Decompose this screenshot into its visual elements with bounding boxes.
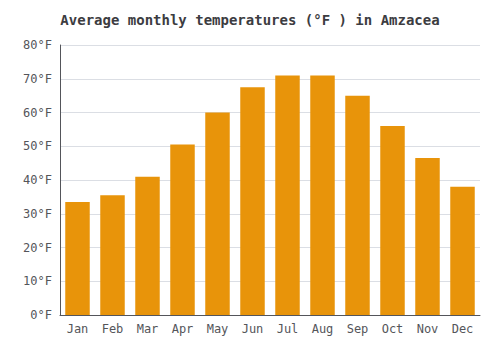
svg-text:Sep: Sep — [347, 322, 369, 336]
svg-text:70°F: 70°F — [23, 72, 52, 86]
svg-text:0°F: 0°F — [30, 308, 52, 322]
svg-text:Jun: Jun — [242, 322, 264, 336]
svg-text:20°F: 20°F — [23, 241, 52, 255]
svg-text:Aug: Aug — [312, 322, 334, 336]
svg-text:Apr: Apr — [172, 322, 194, 336]
svg-text:Jan: Jan — [67, 322, 89, 336]
svg-text:10°F: 10°F — [23, 274, 52, 288]
svg-text:Jul: Jul — [277, 322, 299, 336]
svg-text:Nov: Nov — [417, 322, 439, 336]
svg-text:30°F: 30°F — [23, 207, 52, 221]
svg-text:80°F: 80°F — [23, 38, 52, 52]
svg-text:60°F: 60°F — [23, 106, 52, 120]
svg-text:Average monthly temperatures (: Average monthly temperatures (°F ) in Am… — [60, 12, 439, 28]
svg-text:Dec: Dec — [452, 322, 474, 336]
svg-text:50°F: 50°F — [23, 139, 52, 153]
svg-text:Feb: Feb — [102, 322, 124, 336]
svg-text:40°F: 40°F — [23, 173, 52, 187]
svg-text:May: May — [207, 322, 229, 336]
svg-text:Mar: Mar — [137, 322, 159, 336]
svg-text:Oct: Oct — [382, 322, 404, 336]
